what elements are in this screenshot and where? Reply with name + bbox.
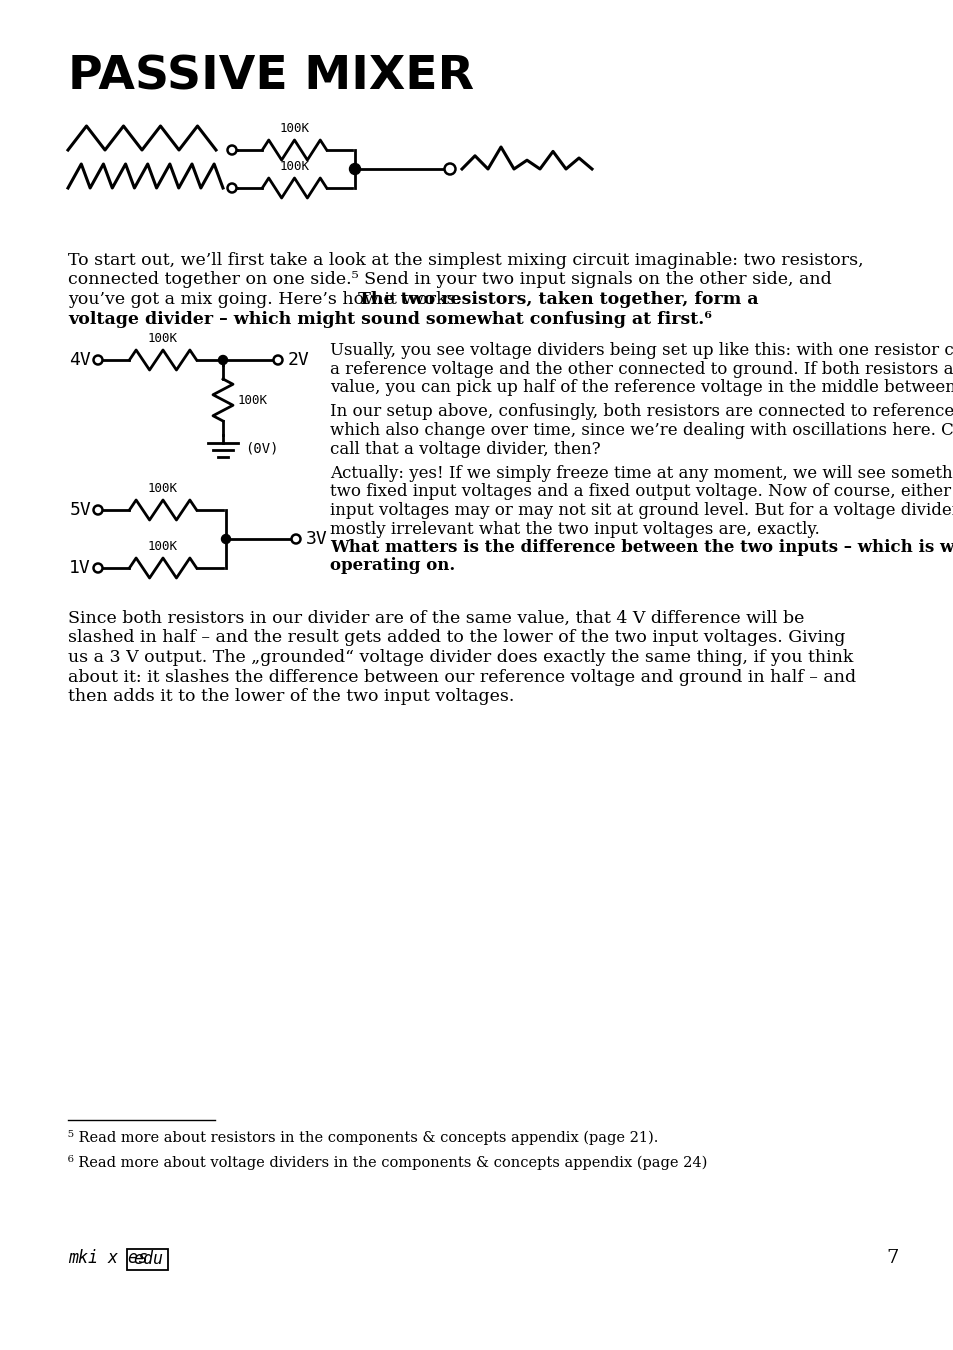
Circle shape [93, 563, 102, 572]
Text: PASSIVE MIXER: PASSIVE MIXER [68, 55, 474, 100]
Text: slashed in half – and the result gets added to the lower of the two input voltag: slashed in half – and the result gets ad… [68, 629, 844, 647]
Text: Since both resistors in our divider are of the same value, that 4 V difference w: Since both resistors in our divider are … [68, 610, 803, 626]
Text: 1V: 1V [70, 559, 91, 576]
Text: To start out, we’ll first take a look at the simplest mixing circuit imaginable:: To start out, we’ll first take a look at… [68, 252, 862, 269]
Text: What matters is the difference between the two inputs – which is what the divide: What matters is the difference between t… [330, 539, 953, 556]
Text: Usually, you see voltage dividers being set up like this: with one resistor conn: Usually, you see voltage dividers being … [330, 342, 953, 359]
Text: Actually: yes! If we simply freeze time at any moment, we will see something lik: Actually: yes! If we simply freeze time … [330, 464, 953, 482]
Circle shape [349, 163, 360, 174]
Text: 100K: 100K [279, 161, 309, 173]
Text: about it: it slashes the difference between our reference voltage and ground in : about it: it slashes the difference betw… [68, 668, 855, 686]
Text: a reference voltage and the other connected to ground. If both resistors are of : a reference voltage and the other connec… [330, 360, 953, 378]
Text: 2V: 2V [288, 351, 310, 369]
Circle shape [227, 184, 236, 193]
Text: which also change over time, since we’re dealing with oscillations here. Can we : which also change over time, since we’re… [330, 423, 953, 439]
Text: 100K: 100K [148, 540, 178, 553]
Text: two fixed input voltages and a fixed output voltage. Now of course, either of th: two fixed input voltages and a fixed out… [330, 483, 953, 501]
Text: call that a voltage divider, then?: call that a voltage divider, then? [330, 440, 600, 458]
Text: In our setup above, confusingly, both resistors are connected to reference volta: In our setup above, confusingly, both re… [330, 404, 953, 420]
Text: connected together on one side.⁵ Send in your two input signals on the other sid: connected together on one side.⁵ Send in… [68, 271, 831, 289]
Text: value, you can pick up half of the reference voltage in the middle between them.: value, you can pick up half of the refer… [330, 379, 953, 396]
Text: 100K: 100K [237, 393, 268, 406]
Text: 100K: 100K [148, 332, 178, 346]
Text: us a 3 V output. The „grounded“ voltage divider does exactly the same thing, if : us a 3 V output. The „grounded“ voltage … [68, 649, 853, 666]
Text: The two resistors, taken together, form a: The two resistors, taken together, form … [358, 292, 758, 308]
Text: 4V: 4V [70, 351, 91, 369]
Text: voltage divider – which might sound somewhat confusing at first.⁶: voltage divider – which might sound some… [68, 310, 711, 328]
Text: mki x es: mki x es [68, 1249, 148, 1268]
Circle shape [292, 535, 300, 544]
Text: mostly irrelevant what the two input voltages are, exactly.: mostly irrelevant what the two input vol… [330, 521, 819, 537]
Circle shape [221, 535, 231, 544]
Circle shape [93, 355, 102, 364]
Text: you’ve got a mix going. Here’s how it works.: you’ve got a mix going. Here’s how it wo… [68, 292, 466, 308]
Text: (0V): (0V) [245, 441, 278, 456]
Text: input voltages may or may not sit at ground level. But for a voltage divider, it: input voltages may or may not sit at gro… [330, 502, 953, 518]
Text: edu: edu [132, 1250, 163, 1268]
Circle shape [93, 505, 102, 514]
Text: 3V: 3V [306, 531, 328, 548]
Circle shape [274, 355, 282, 364]
Circle shape [444, 163, 455, 174]
Text: 5V: 5V [70, 501, 91, 518]
Text: ⁶ Read more about voltage dividers in the components & concepts appendix (page 2: ⁶ Read more about voltage dividers in th… [68, 1156, 706, 1170]
Text: 100K: 100K [148, 482, 178, 495]
Circle shape [227, 146, 236, 154]
Text: 7: 7 [885, 1249, 898, 1268]
Text: then adds it to the lower of the two input voltages.: then adds it to the lower of the two inp… [68, 688, 514, 705]
Text: operating on.: operating on. [330, 558, 455, 575]
Text: ⁵ Read more about resistors in the components & concepts appendix (page 21).: ⁵ Read more about resistors in the compo… [68, 1130, 658, 1145]
Circle shape [218, 355, 227, 364]
Text: 100K: 100K [279, 122, 309, 135]
